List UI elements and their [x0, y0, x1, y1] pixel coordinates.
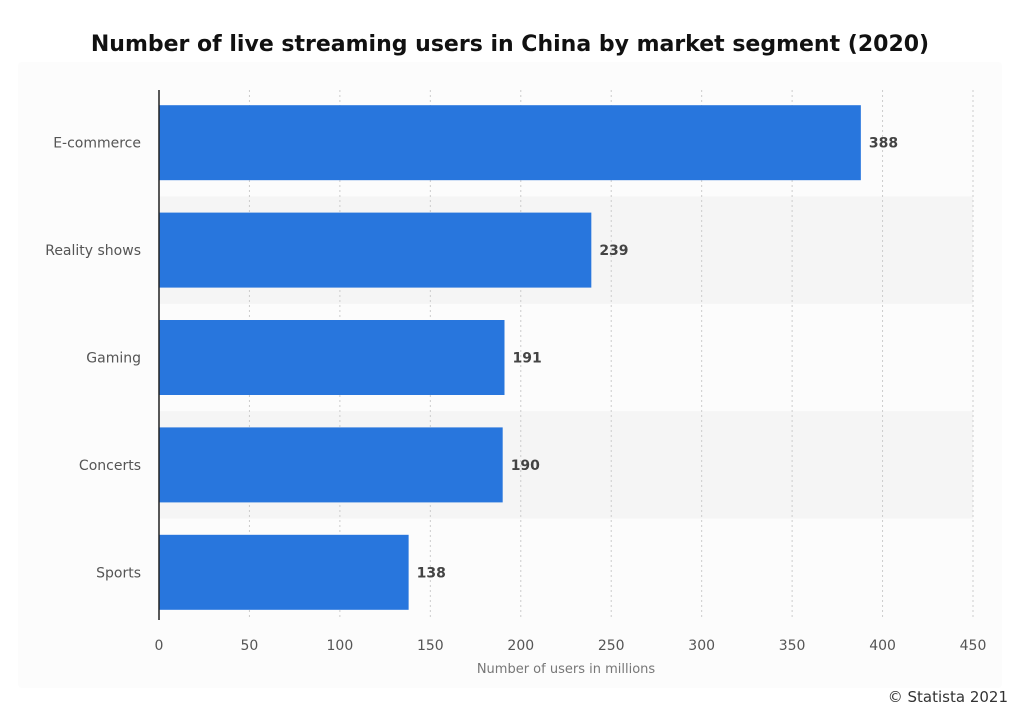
value-label: 239 [599, 243, 628, 259]
bar [159, 212, 592, 288]
x-tick-label: 50 [241, 638, 259, 654]
bar [159, 105, 861, 181]
x-tick-label: 150 [417, 638, 444, 654]
x-tick-label: 250 [598, 638, 625, 654]
chart-title: Number of live streaming users in China … [90, 32, 930, 57]
x-tick-label: 100 [327, 638, 354, 654]
x-tick-label: 400 [869, 638, 896, 654]
category-label: E-commerce [53, 136, 141, 152]
category-label: Gaming [86, 351, 141, 367]
category-labels: E-commerce Reality shows Gaming Concerts Spo… [45, 136, 141, 582]
value-labels: 388 239 191 190 138 [417, 136, 898, 582]
value-label: 138 [417, 565, 446, 581]
statista-credit: © Statista 2021 [887, 688, 1008, 706]
x-axis-title: Number of users in millions [477, 662, 656, 677]
category-label: Sports [96, 565, 141, 581]
x-tick-label: 450 [960, 638, 987, 654]
value-label: 191 [512, 351, 541, 367]
value-label: 388 [869, 136, 898, 152]
x-tick-label: 300 [688, 638, 715, 654]
x-tick-label: 350 [779, 638, 806, 654]
value-label: 190 [511, 458, 540, 474]
bar [159, 320, 505, 395]
bar [159, 427, 503, 503]
category-label: Concerts [79, 458, 141, 474]
x-tick-label: 0 [155, 638, 164, 654]
x-tick-label: 200 [507, 638, 534, 654]
bars [159, 105, 861, 610]
x-tick-labels: 0 50 100 150 200 250 300 350 400 450 [155, 638, 987, 654]
category-label: Reality shows [45, 243, 141, 259]
bar [159, 534, 409, 610]
